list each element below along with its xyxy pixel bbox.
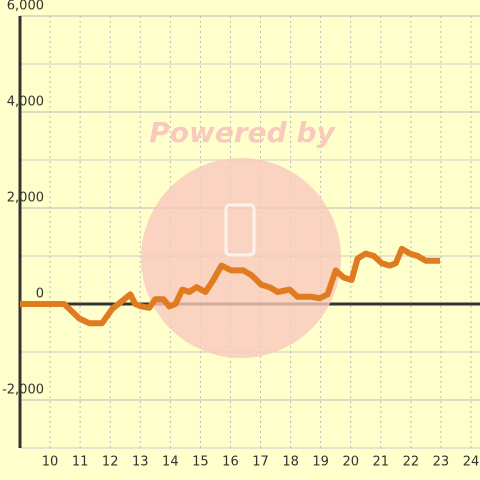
x-tick-label: 24 [463, 455, 480, 470]
y-tick-label: 0 [36, 287, 44, 302]
x-tick-label: 15 [192, 455, 209, 470]
x-tick-label: 13 [132, 455, 149, 470]
x-tick-label: 22 [403, 455, 420, 470]
watermark-icon [224, 203, 256, 257]
x-tick-label: 11 [72, 455, 89, 470]
x-tick-label: 23 [433, 455, 450, 470]
y-tick-label: -2,000 [2, 383, 44, 398]
watermark-logo [141, 158, 341, 358]
x-tick-label: 14 [162, 455, 179, 470]
watermark-text: Powered by [149, 116, 336, 149]
x-tick-label: 18 [282, 455, 299, 470]
y-tick-label: 6,000 [7, 0, 44, 14]
y-tick-label: 4,000 [7, 95, 44, 110]
x-tick-label: 19 [312, 455, 329, 470]
x-tick-label: 10 [42, 455, 59, 470]
x-tick-label: 16 [222, 455, 239, 470]
x-tick-label: 17 [252, 455, 269, 470]
x-tick-label: 21 [373, 455, 390, 470]
line [20, 245, 441, 327]
y-tick-label: 2,000 [7, 191, 44, 206]
plot [20, 245, 441, 327]
x-tick-label: 12 [102, 455, 119, 470]
x-tick-label: 20 [342, 455, 359, 470]
